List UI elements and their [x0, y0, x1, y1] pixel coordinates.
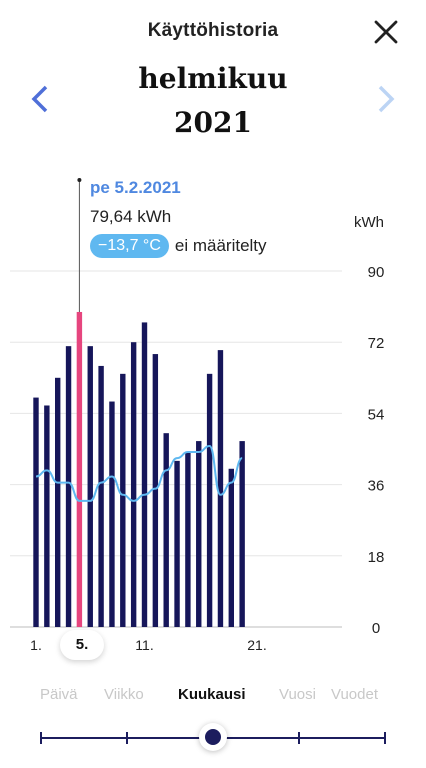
bar[interactable] [44, 405, 50, 627]
year-label: 2021 [174, 106, 252, 139]
close-icon[interactable] [372, 18, 400, 46]
slider-tick [298, 732, 300, 744]
bar[interactable] [228, 468, 234, 627]
consumption-chart[interactable]: 0 18 36 54 72 90 kWh 1. 11. 21. [0, 170, 426, 660]
tab-years[interactable]: Vuodet [331, 686, 378, 703]
selected-day-tooltip: pe 5.2.2021 79,64 kWh −13,7 °C ei määrit… [90, 178, 267, 258]
bar[interactable] [217, 350, 224, 627]
bar[interactable] [174, 460, 180, 627]
y-tick-label: 18 [368, 549, 385, 566]
bar[interactable] [163, 433, 169, 627]
bar[interactable] [141, 322, 148, 627]
tab-day[interactable]: Päivä [40, 686, 78, 703]
bar[interactable] [130, 342, 137, 627]
x-tick-label: 11. [135, 637, 153, 653]
selected-day-pill[interactable]: 5. [60, 630, 104, 660]
x-tick-label: 1. [30, 637, 42, 653]
tooltip-temperature-note: ei määritelty [174, 236, 267, 255]
tooltip-date: pe 5.2.2021 [90, 178, 181, 197]
y-tick-label: 54 [368, 406, 385, 423]
bar[interactable] [152, 354, 159, 627]
slider-tick [384, 732, 386, 744]
tooltip-consumption: 79,64 kWh [90, 207, 172, 226]
y-tick-label: 0 [372, 620, 380, 637]
temperature-line [35, 444, 243, 502]
bar[interactable] [120, 373, 126, 627]
tab-month[interactable]: Kuukausi [178, 686, 246, 703]
tab-week[interactable]: Viikko [104, 686, 144, 703]
bar[interactable] [55, 377, 61, 627]
y-axis-label: kWh [354, 214, 384, 231]
bar[interactable] [185, 452, 191, 627]
bar[interactable] [65, 346, 72, 627]
slider-tick [40, 732, 42, 744]
previous-month-button[interactable] [30, 84, 50, 114]
bar[interactable] [206, 373, 213, 627]
y-tick-label: 72 [368, 335, 385, 352]
tab-year[interactable]: Vuosi [279, 686, 316, 703]
y-tick-label: 90 [368, 264, 385, 281]
bar[interactable] [33, 397, 39, 627]
bar[interactable] [87, 346, 93, 627]
y-tick-label: 36 [368, 478, 385, 495]
selection-marker-dot [77, 178, 82, 182]
next-month-button[interactable] [376, 84, 396, 114]
x-tick-label: 21. [247, 637, 266, 653]
range-slider[interactable] [40, 722, 386, 752]
slider-handle[interactable] [199, 723, 227, 751]
bar[interactable] [109, 401, 115, 627]
bar[interactable] [239, 441, 245, 627]
slider-tick [126, 732, 128, 744]
month-label: helmikuu [138, 62, 288, 95]
selected-bar[interactable] [76, 311, 83, 627]
range-tabs: Päivä Viikko Kuukausi Vuosi Vuodet [0, 686, 426, 708]
bar[interactable] [98, 365, 104, 627]
bar[interactable] [196, 441, 202, 627]
page-title: Käyttöhistoria [147, 20, 279, 41]
tooltip-temperature-badge: −13,7 °C [90, 234, 169, 258]
